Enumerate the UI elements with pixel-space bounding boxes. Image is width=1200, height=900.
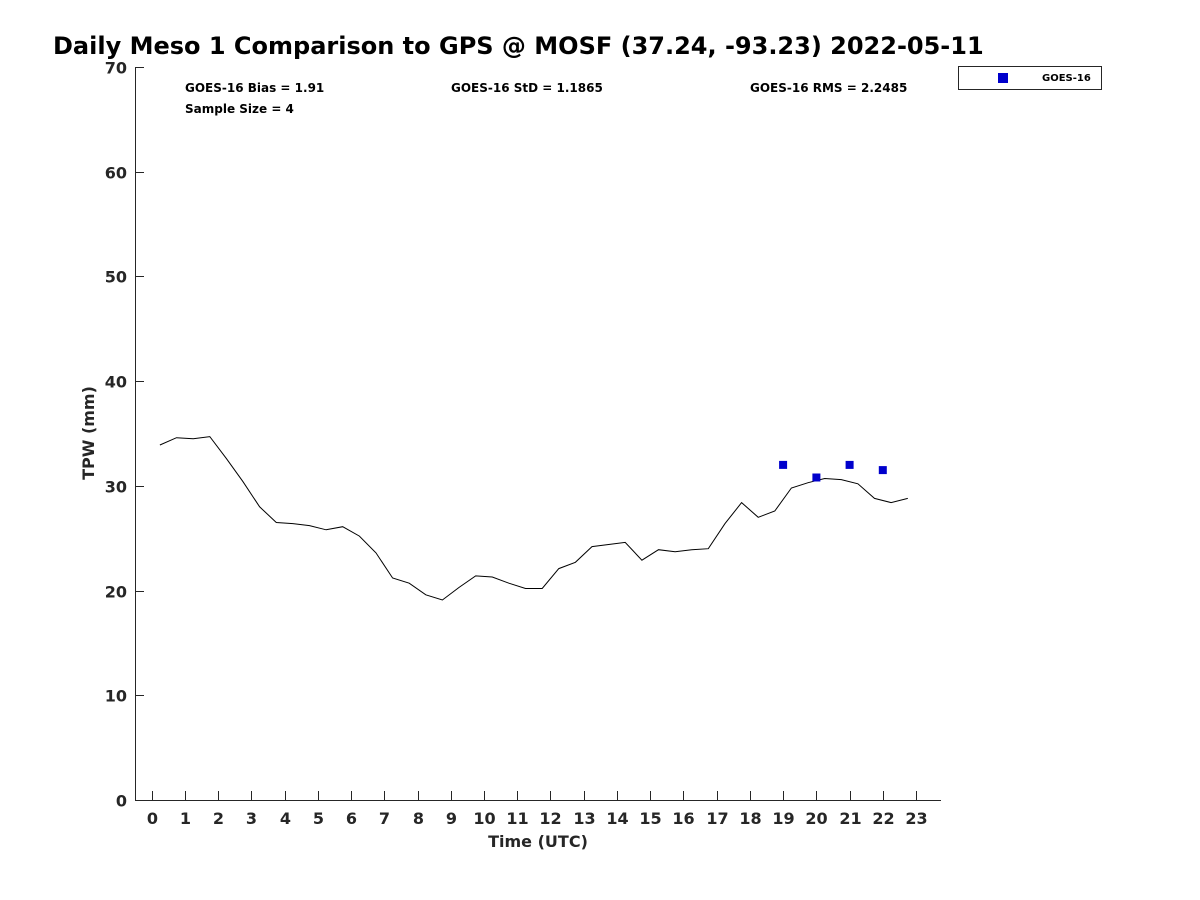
x-tick-label: 20 <box>805 809 827 828</box>
std-stat: GOES-16 StD = 1.1865 <box>451 81 603 95</box>
x-tick-label: 4 <box>280 809 291 828</box>
x-tick-label: 13 <box>573 809 595 828</box>
legend-box <box>958 66 1102 90</box>
x-tick-label: 21 <box>839 809 861 828</box>
series-layer <box>159 436 908 601</box>
x-tick-label: 19 <box>772 809 794 828</box>
legend: GOES-16 <box>958 66 1102 90</box>
sample-size-stat: Sample Size = 4 <box>185 102 294 116</box>
x-tick-label: 18 <box>739 809 761 828</box>
x-tick-label: 12 <box>539 809 561 828</box>
data-point-goes-16 <box>812 473 821 482</box>
legend-marker-goes16 <box>998 73 1008 83</box>
y-tick-label: 0 <box>116 792 127 811</box>
y-tick-label: 70 <box>105 59 127 78</box>
y-tick-label: 10 <box>105 687 127 706</box>
y-tick-label: 20 <box>105 583 127 602</box>
x-tick-label: 9 <box>446 809 457 828</box>
bias-stat: GOES-16 Bias = 1.91 <box>185 81 324 95</box>
x-tick-label: 8 <box>413 809 424 828</box>
legend-label-goes16: GOES-16 <box>1042 73 1091 84</box>
data-point-goes-16 <box>779 460 788 469</box>
x-tick-label: 15 <box>639 809 661 828</box>
x-tick-label: 1 <box>180 809 191 828</box>
x-tick-label: 11 <box>506 809 528 828</box>
data-point-goes-16 <box>878 466 887 475</box>
y-tick-label: 40 <box>105 373 127 392</box>
x-tick-label: 3 <box>246 809 257 828</box>
series-line-gps <box>159 436 908 601</box>
x-tick-label: 2 <box>213 809 224 828</box>
x-axis-label: Time (UTC) <box>488 832 588 851</box>
y-tick-label: 60 <box>105 164 127 183</box>
y-axis-label: TPW (mm) <box>79 386 98 480</box>
x-tick-label: 22 <box>872 809 894 828</box>
rms-stat: GOES-16 RMS = 2.2485 <box>750 81 907 95</box>
x-tick-label: 16 <box>672 809 694 828</box>
x-tick-label: 7 <box>379 809 390 828</box>
x-tick-label: 23 <box>905 809 927 828</box>
x-tick-label: 10 <box>473 809 495 828</box>
data-point-goes-16 <box>845 460 854 469</box>
y-tick-label: 30 <box>105 478 127 497</box>
x-tick-label: 6 <box>346 809 357 828</box>
y-ticks: 0 10 20 30 40 50 60 70 <box>105 59 144 811</box>
x-tick-label: 0 <box>147 809 158 828</box>
x-tick-label: 17 <box>706 809 728 828</box>
chart-title: Daily Meso 1 Comparison to GPS @ MOSF (3… <box>53 32 984 60</box>
x-tick-label: 5 <box>313 809 324 828</box>
x-ticks: 0 1 2 3 4 5 6 7 8 9 10 11 12 13 14 15 16 17 18 19 20 21 22 23 <box>147 791 928 828</box>
y-tick-label: 50 <box>105 268 127 287</box>
axes <box>135 67 941 801</box>
x-tick-label: 14 <box>606 809 628 828</box>
